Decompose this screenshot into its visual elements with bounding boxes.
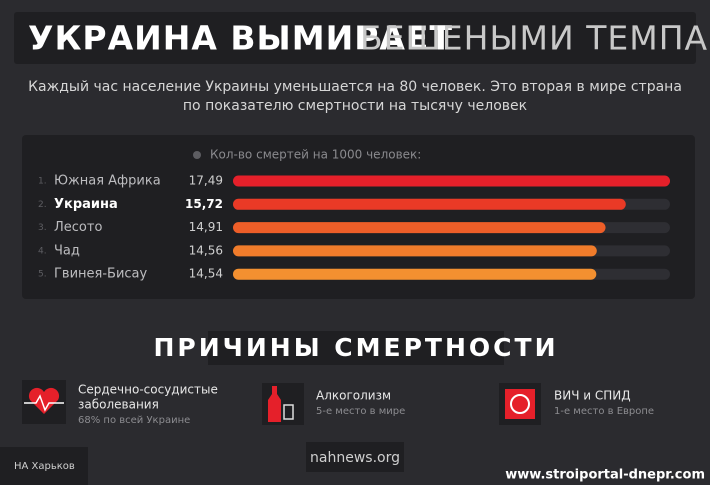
rank: 1.	[38, 177, 47, 187]
subtitle-line: Каждый час население Украины уменьшается…	[28, 79, 682, 95]
bar	[233, 198, 626, 210]
title-box	[14, 12, 696, 64]
causes-title: ПРИЧИНЫ СМЕРТНОСТИ	[153, 333, 558, 362]
category-label: Чад	[54, 243, 80, 258]
source: НА Харьков	[14, 461, 75, 472]
rank: 3.	[38, 223, 47, 233]
watermark: www.stroiportal-dnepr.com	[505, 468, 705, 483]
value-label: 14,56	[189, 243, 223, 257]
bar	[233, 175, 670, 187]
axis-label: Кол-во смертей на 1000 человек:	[210, 148, 421, 162]
aids-icon	[505, 389, 535, 419]
category-label: Гвинея-Бисау	[54, 267, 148, 282]
rank: 4.	[38, 246, 47, 256]
bar	[233, 222, 606, 234]
title-thin: БЕШЕНЫМИ ТЕМПАМИ	[360, 19, 710, 58]
site-box	[306, 442, 404, 472]
category-label: Южная Африка	[54, 174, 161, 189]
skull-icon	[193, 151, 201, 159]
cause-title: заболевания	[78, 398, 159, 412]
cause-title: Сердечно-сосудистые	[78, 383, 218, 397]
rank: 5.	[38, 270, 47, 280]
cause-note: 5-е место в мире	[316, 406, 405, 417]
heart-icon	[28, 387, 60, 414]
bar-rows: 1. Южная Африка 17,49 2. Украина 15,72 3. Лесот…	[38, 174, 670, 282]
value-label: 15,72	[185, 197, 223, 211]
bar	[233, 245, 597, 257]
aids-ring	[510, 394, 530, 414]
value-label: 14,54	[189, 267, 223, 281]
title-bold: УКРАИНА ВЫМИРАЕТ	[28, 19, 453, 58]
category-label: Лесото	[54, 220, 102, 235]
subtitle-line: по показателю смертности на тысячу челов…	[183, 98, 527, 114]
source-box	[0, 447, 88, 485]
glass-icon	[283, 404, 294, 420]
value-label: 17,49	[189, 174, 223, 188]
value-label: 14,91	[189, 220, 223, 234]
cause-title: Алкоголизм	[316, 389, 391, 403]
bottle-icon	[268, 386, 281, 422]
cause-title: ВИЧ и СПИД	[554, 389, 631, 403]
cause-note: 1-е место в Европе	[554, 406, 654, 417]
category-label: Украина	[54, 197, 118, 212]
rank: 2.	[38, 200, 47, 210]
causes-title-box	[208, 331, 504, 365]
bar	[233, 268, 597, 280]
cause-note: 68% по всей Украине	[78, 415, 190, 426]
pulse-line	[24, 394, 64, 412]
site: nahnews.org	[310, 450, 400, 466]
